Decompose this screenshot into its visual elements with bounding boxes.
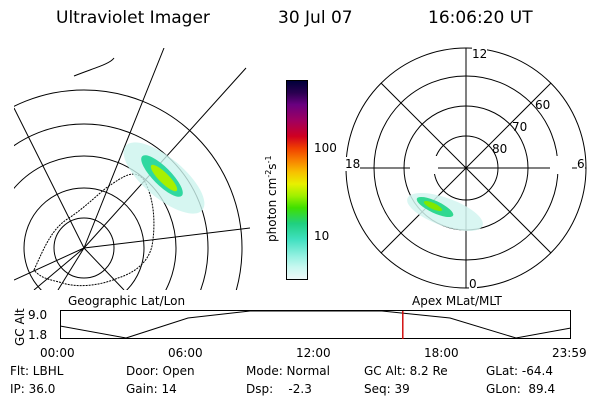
gc-alt-info: GC Alt: 8.2 Re <box>364 364 448 378</box>
filter-info: Flt: LBHL <box>10 364 64 378</box>
seq-info: Seq: 39 <box>364 382 410 396</box>
timeline-ylabel: GC Alt <box>13 308 27 346</box>
timeline-tick-0000: 00:00 <box>40 346 75 360</box>
left-panel-label: Geographic Lat/Lon <box>68 294 186 308</box>
glon-info: GLon: 89.4 <box>486 382 556 396</box>
timeline-plot <box>60 310 572 339</box>
glat-info: GLat: -64.4 <box>486 364 553 378</box>
timeline-tick-1800: 18:00 <box>424 346 459 360</box>
geographic-map <box>14 48 250 290</box>
time-label: 16:06:20 UT <box>428 8 533 28</box>
timeline-ymax: 9.0 <box>28 308 48 322</box>
mlt-label-6: 6 <box>577 157 585 171</box>
mlat-label-70: 70 <box>512 120 528 134</box>
dsp-info: Dsp: -2.3 <box>246 382 312 396</box>
mlt-polar-plot <box>345 47 587 289</box>
timeline-tick-0600: 06:00 <box>168 346 203 360</box>
mlt-label-12: 12 <box>472 47 488 61</box>
mlat-label-60: 60 <box>535 98 551 112</box>
ip-info: IP: 36.0 <box>10 382 56 396</box>
gain-info: Gain: 14 <box>126 382 177 396</box>
door-info: Door: Open <box>126 364 195 378</box>
mlt-label-18: 18 <box>345 157 361 171</box>
timeline-tick-2359: 23:59 <box>552 346 587 360</box>
mode-info: Mode: Normal <box>246 364 330 378</box>
mlat-label-80: 80 <box>492 142 508 156</box>
date-label: 30 Jul 07 <box>278 8 353 28</box>
colorbar <box>286 80 308 280</box>
right-panel-label: Apex MLat/MLT <box>412 294 502 308</box>
timeline-tick-1200: 12:00 <box>296 346 331 360</box>
aurora-emission <box>123 142 205 214</box>
colorbar-unit: photon cm-2s-1 <box>264 155 279 242</box>
colorbar-tick-100: 100 <box>314 141 337 155</box>
colorbar-tick-10: 10 <box>314 229 330 243</box>
mlt-label-0: 0 <box>469 277 477 291</box>
instrument-title: Ultraviolet Imager <box>56 8 210 28</box>
timeline-ymin: 1.8 <box>28 328 48 342</box>
aurora-emission-polar <box>407 193 483 231</box>
